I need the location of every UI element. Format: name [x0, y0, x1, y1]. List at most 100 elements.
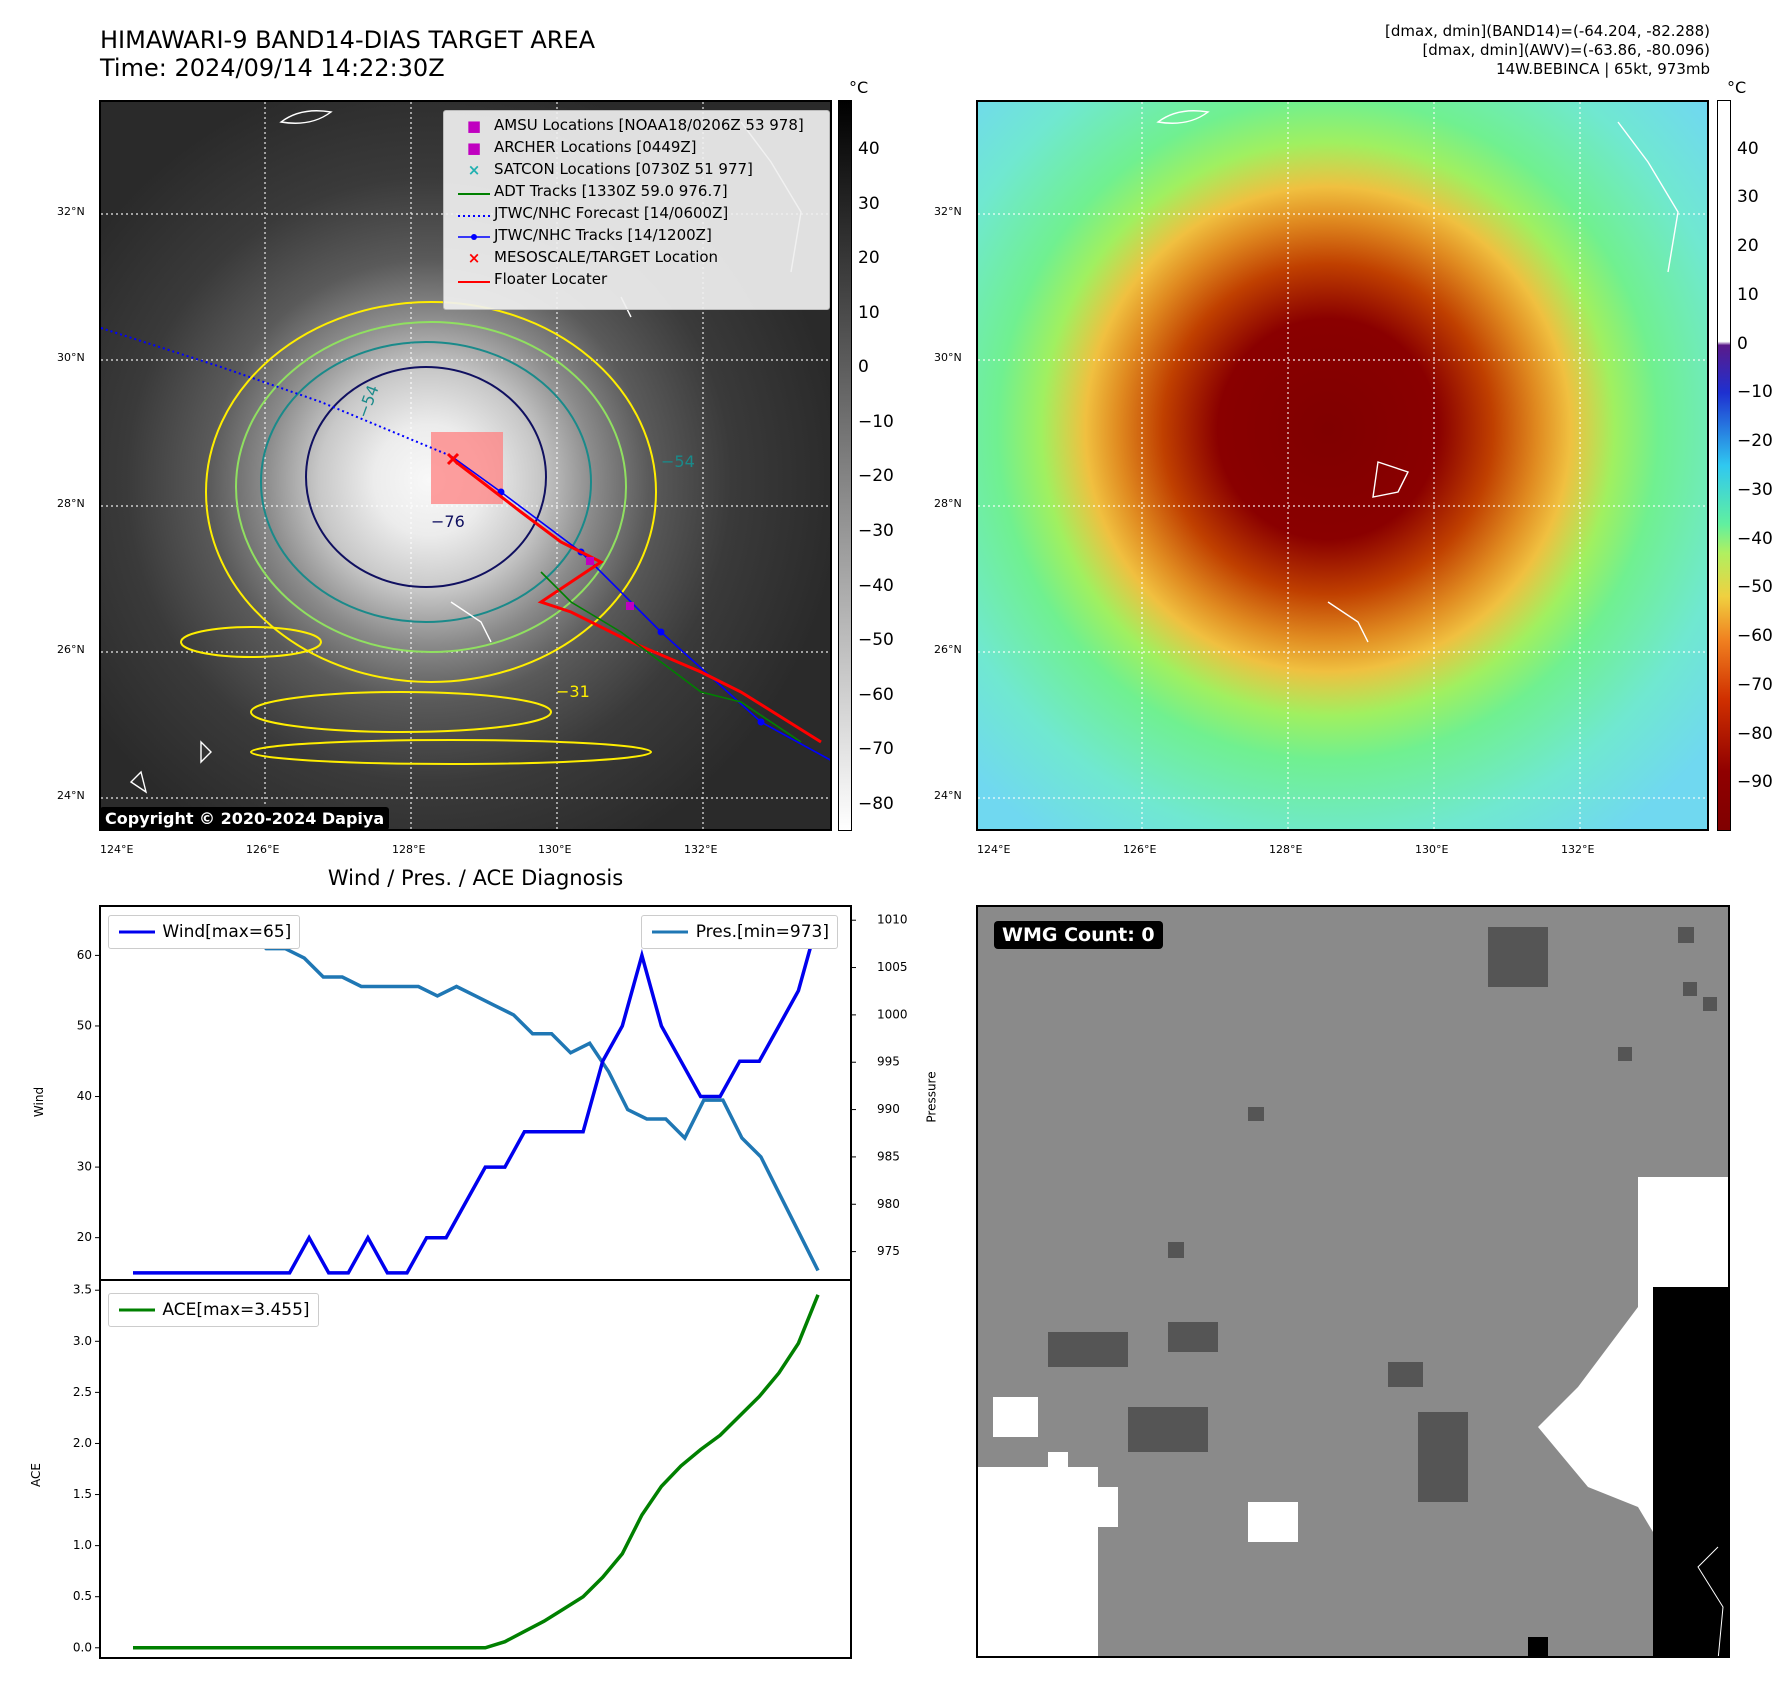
pressure-axis-label: Pressure [924, 1071, 939, 1123]
ir-colorbar-tick: 40 [858, 139, 880, 160]
amsu-markers [586, 557, 634, 610]
legend-row-target: × MESOSCALE/TARGET Location [454, 247, 718, 267]
awv-lat-label: 26°N [934, 643, 962, 656]
pressure-tick-label: 995 [877, 1055, 900, 1069]
contour-navy [305, 366, 547, 588]
storm-info-block: [dmax, dmin](BAND14)=(-64.204, -82.288) … [1385, 22, 1710, 79]
contour-label-1: −31 [556, 682, 590, 701]
dmax-band14: [dmax, dmin](BAND14)=(-64.204, -82.288) [1385, 22, 1710, 40]
line-icon [117, 1300, 157, 1320]
contour-label-3: −76 [431, 512, 465, 531]
awv-lat-label: 24°N [934, 789, 962, 802]
ir-lon-label: 130°E [538, 843, 572, 856]
jtwc-track [450, 455, 830, 761]
awv-colorbar-tick: 30 [1737, 187, 1759, 208]
awv-lon-label: 130°E [1415, 843, 1449, 856]
ir-colorbar-tick: −40 [858, 575, 894, 596]
legend-row-adt: ADT Tracks [1330Z 59.0 976.7] [454, 181, 728, 201]
legend-row-floater: Floater Locater [454, 269, 607, 289]
awv-colorbar-tick: −60 [1737, 626, 1773, 647]
awv-lat-label: 28°N [934, 497, 962, 510]
line-dot-icon [454, 226, 494, 246]
wind-axis-label: Wind [32, 1086, 47, 1118]
legend-row-forecast: JTWC/NHC Forecast [14/0600Z] [454, 203, 728, 223]
awv-colorbar-tick: −40 [1737, 528, 1773, 549]
ace-tick-label: 1.0 [73, 1538, 92, 1552]
ace-legend: ACE[max=3.455] [108, 1293, 319, 1327]
awv-lat-label: 30°N [934, 351, 962, 364]
wind-pressure-plot-frame [99, 905, 852, 1281]
wmg-panel [976, 905, 1730, 1658]
ace-tick-label: 2.0 [73, 1436, 92, 1450]
ace-tick-label: 1.5 [73, 1487, 92, 1501]
pressure-tick-label: 980 [877, 1197, 900, 1211]
square-icon: ■ [466, 116, 482, 135]
awv-colorbar-tick: 10 [1737, 284, 1759, 305]
ir-colorbar-tick: 30 [858, 193, 880, 214]
pressure-tick-label: 1005 [877, 960, 908, 974]
pressure-tick-label: 990 [877, 1102, 900, 1116]
figure-title: HIMAWARI-9 BAND14-DIAS TARGET AREA [100, 26, 596, 54]
pressure-tick-label: 985 [877, 1149, 900, 1163]
awv-lon-label: 132°E [1561, 843, 1595, 856]
ir-lon-label: 132°E [684, 843, 718, 856]
dotted-line-icon [454, 204, 494, 224]
dmax-awv: [dmax, dmin](AWV)=(-63.86, -80.096) [1422, 41, 1710, 59]
pressure-tick-label: 1000 [877, 1007, 908, 1021]
pressure-tick-label: 1010 [877, 913, 908, 927]
ace-plot-frame [99, 1279, 852, 1659]
ir-colorbar-tick: −50 [858, 630, 894, 651]
ir-lon-label: 126°E [246, 843, 280, 856]
awv-colorbar-unit: °C [1727, 78, 1747, 97]
copyright-badge: Copyright © 2020-2024 Dapiya [100, 807, 390, 830]
awv-colorbar-tick: −50 [1737, 577, 1773, 598]
wind-tick-label: 30 [77, 1160, 92, 1174]
figure-title-block: HIMAWARI-9 BAND14-DIAS TARGET AREA Time:… [100, 26, 595, 82]
legend-row-amsu: ■ AMSU Locations [NOAA18/0206Z 53 978] [454, 115, 804, 135]
ir-contours [180, 301, 657, 765]
ir-lon-label: 124°E [100, 843, 134, 856]
awv-map-panel [976, 100, 1709, 831]
awv-lon-label: 124°E [977, 843, 1011, 856]
wmg-count-badge: WMG Count: 0 [994, 921, 1163, 949]
target-location-marker [446, 452, 460, 466]
pressure-tick-label: 975 [877, 1244, 900, 1258]
ir-colorbar-tick: 10 [858, 302, 880, 323]
legend-row-jtwc: JTWC/NHC Tracks [14/1200Z] [454, 225, 712, 245]
floater-locater-track [455, 460, 822, 744]
ir-colorbar-tick: −20 [858, 466, 894, 487]
legend-row-satcon: × SATCON Locations [0730Z 51 977] [454, 159, 753, 179]
wind-tick-label: 60 [77, 948, 92, 962]
line-icon [117, 922, 157, 942]
ir-colorbar-tick: 0 [858, 357, 869, 378]
ace-tick-label: 3.5 [73, 1283, 92, 1297]
pressure-series-line [131, 918, 820, 1272]
ir-colorbar-tick: −60 [858, 684, 894, 705]
ir-map-panel: −31 −54 −76 −54 ■ AMSU Locations [NOAA18/… [99, 100, 832, 831]
square-icon: ■ [466, 138, 482, 157]
ir-legend: ■ AMSU Locations [NOAA18/0206Z 53 978] ■ A… [443, 110, 830, 310]
pressure-legend: Pres.[min=973] [641, 915, 838, 949]
awv-colorbar-tick: −20 [1737, 431, 1773, 452]
ir-lat-label: 32°N [57, 205, 85, 218]
pressure-legend-label: Pres.[min=973] [695, 922, 829, 942]
ir-colorbar-unit: °C [849, 78, 869, 97]
line-icon [650, 922, 690, 942]
line-icon [454, 270, 494, 290]
awv-colorbar [1717, 100, 1731, 831]
ace-tick-label: 2.5 [73, 1385, 92, 1399]
ace-legend-label: ACE[max=3.455] [162, 1300, 310, 1320]
wind-series-line [133, 919, 820, 1275]
ir-lat-label: 24°N [57, 789, 85, 802]
ace-series-line [133, 1294, 820, 1650]
wind-tick-label: 50 [77, 1018, 92, 1032]
ace-tick-label: 3.0 [73, 1334, 92, 1348]
ir-lon-label: 128°E [392, 843, 426, 856]
ir-colorbar-tick: −30 [858, 520, 894, 541]
ir-colorbar [838, 100, 852, 831]
awv-colorbar-tick: 0 [1737, 333, 1748, 354]
ir-lat-label: 28°N [57, 497, 85, 510]
legend-row-archer: ■ ARCHER Locations [0449Z] [454, 137, 697, 157]
adt-track [540, 571, 802, 743]
awv-lon-label: 128°E [1269, 843, 1303, 856]
